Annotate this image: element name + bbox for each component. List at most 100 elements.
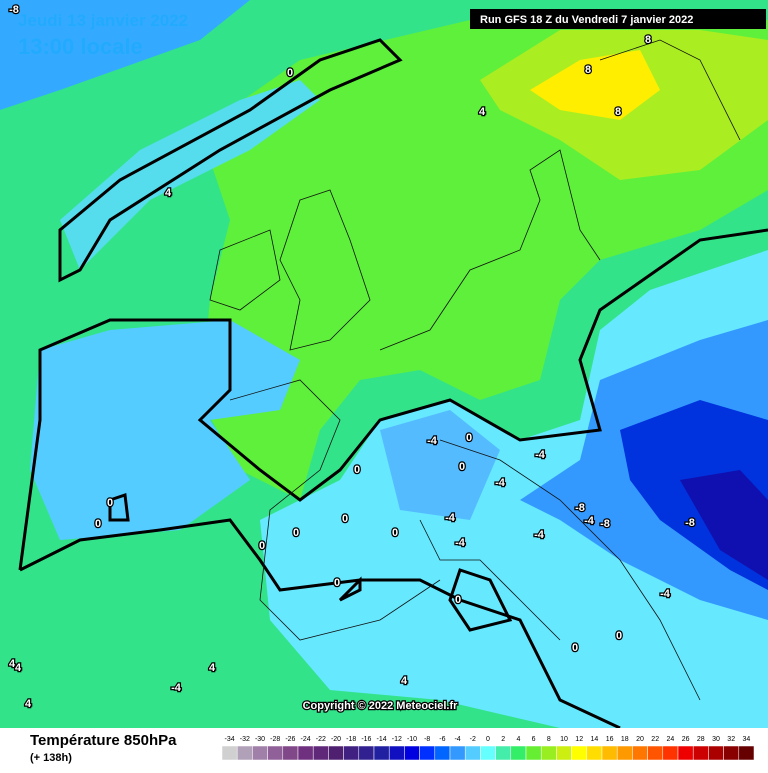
scale-swatch — [282, 745, 299, 761]
contour-label: 8 — [645, 34, 651, 46]
scale-swatch — [480, 745, 496, 761]
contour-label: 0 — [455, 594, 461, 606]
scale-swatch — [343, 745, 360, 761]
scale-label: 20 — [636, 736, 644, 743]
copyright: Copyright © 2022 Meteociel.fr — [303, 700, 459, 712]
scale-label: -22 — [316, 736, 326, 743]
scale-label: 18 — [621, 736, 629, 743]
map-field — [0, 0, 768, 728]
run-box — [470, 9, 766, 29]
scale-label: 28 — [697, 736, 705, 743]
scale-swatch — [221, 745, 238, 761]
scale-swatch — [297, 745, 314, 761]
contour-label: 4 — [9, 658, 16, 670]
scale-swatch — [236, 745, 253, 761]
contour-label: 0 — [287, 67, 293, 79]
contour-label: -4 — [495, 477, 506, 489]
scale-swatch — [662, 745, 679, 761]
scale-label: 24 — [667, 736, 675, 743]
scale-swatch — [312, 745, 329, 761]
scale-label: -26 — [285, 736, 295, 743]
contour-label: -8 — [685, 517, 695, 529]
contour-lines — [18, 38, 768, 730]
contour-label: 0 — [95, 518, 101, 530]
scale-label: -10 — [407, 736, 417, 743]
color-scale: -34 -32 -30 -28 -26 -24 -22 -20 -18 -16 -14 -12 -10-… — [221, 736, 755, 761]
scale-label: 12 — [575, 736, 583, 743]
scale-label: 4 — [516, 736, 520, 743]
scale-swatch — [358, 745, 375, 761]
scale-swatch — [525, 745, 542, 761]
scale-label: 10 — [560, 736, 568, 743]
scale-label: -16 — [361, 736, 371, 743]
scale-label: 14 — [591, 736, 599, 743]
contour-label: 0 — [354, 464, 360, 476]
contour-label: -8 — [575, 502, 585, 514]
scale-swatch — [677, 745, 694, 761]
scale-label: -24 — [301, 736, 311, 743]
scale-label: -6 — [439, 736, 445, 743]
contour-label: -4 — [427, 435, 438, 447]
scale-swatch — [571, 745, 588, 761]
scale-swatch — [495, 745, 512, 761]
scale-swatch — [616, 745, 633, 761]
contour-label: -4 — [455, 537, 466, 549]
contour-label: -8 — [600, 518, 610, 530]
scale-swatch — [540, 745, 557, 761]
contour-label: 4 — [401, 675, 408, 687]
scale-label: -2 — [470, 736, 476, 743]
contour-label: -4 — [171, 682, 182, 694]
scale-label: 16 — [606, 736, 614, 743]
scale-label: -30 — [255, 736, 265, 743]
contour-label: 0 — [342, 513, 348, 525]
contour-label: 4 — [25, 698, 32, 710]
scale-swatch — [632, 745, 648, 761]
contour-label: 0 — [572, 642, 578, 654]
scale-swatch — [373, 745, 390, 761]
scale-swatch — [449, 745, 466, 761]
contour-label: 0 — [459, 461, 465, 473]
scale-label: -32 — [240, 736, 250, 743]
scale-swatch — [419, 745, 436, 761]
scale-swatch — [388, 745, 405, 761]
contour-label: -4 — [660, 588, 671, 600]
scale-swatch — [252, 745, 268, 761]
scale-label: -34 — [225, 736, 235, 743]
scale-label: -14 — [377, 736, 387, 743]
contour-label: 0 — [334, 577, 340, 589]
contour-label: 0 — [616, 630, 622, 642]
contour-label: 4 — [479, 106, 486, 118]
scale-swatch — [434, 745, 451, 761]
scale-swatch — [267, 745, 284, 761]
scale-swatch — [510, 745, 527, 761]
contour-label: 0 — [392, 527, 398, 539]
legend-subtitle: (+ 138h) — [30, 752, 72, 764]
scale-swatch — [556, 745, 572, 761]
scale-label: 22 — [651, 736, 659, 743]
scale-label: 8 — [547, 736, 551, 743]
scale-swatch — [708, 745, 724, 761]
scale-label: -4 — [454, 736, 460, 743]
contour-label: -8 — [9, 4, 19, 16]
scale-swatch — [586, 745, 603, 761]
scale-swatch — [723, 745, 740, 761]
scale-label: 2 — [501, 736, 505, 743]
scale-swatch — [404, 745, 420, 761]
contour-label: 8 — [585, 64, 591, 76]
date-label: Jeudi 13 janvier 2022 — [18, 11, 188, 30]
contour-label: 4 — [165, 187, 172, 199]
scale-swatch — [464, 745, 481, 761]
scale-label: 32 — [727, 736, 735, 743]
contour-label: 4 — [209, 662, 216, 674]
run-label: Run GFS 18 Z du Vendredi 7 janvier 2022 — [480, 14, 693, 26]
contour-label: 0 — [259, 540, 265, 552]
scale-label: 6 — [532, 736, 536, 743]
scale-swatch — [738, 745, 755, 761]
contour-label: -4 — [584, 515, 595, 527]
scale-swatch — [692, 745, 709, 761]
scale-label: -8 — [424, 736, 430, 743]
scale-label: 26 — [682, 736, 690, 743]
